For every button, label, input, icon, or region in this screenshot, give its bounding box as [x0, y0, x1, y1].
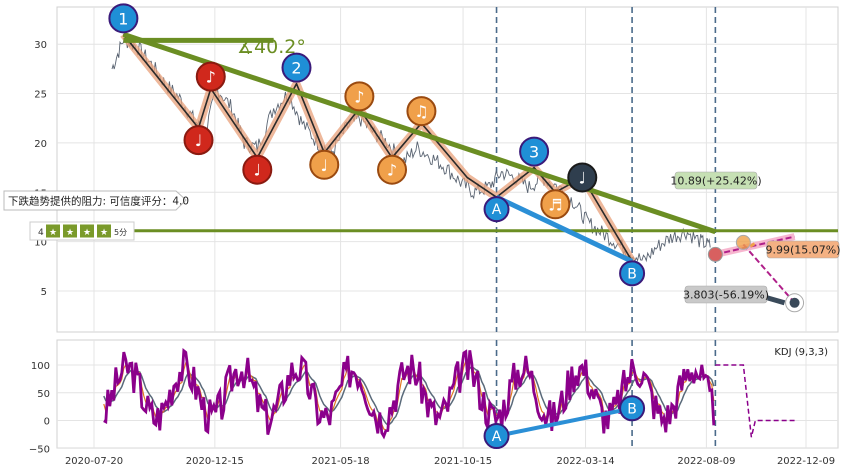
price-panel: 51015202530∡40.2°10.89(+25.42%)9.99(15.0…: [3, 3, 841, 333]
wave-marker-label: 3: [529, 143, 539, 162]
forecast-label-up-box: [674, 171, 758, 190]
x-tick-label: 2022-08-09: [677, 456, 735, 467]
wave-marker-label: ♪: [387, 161, 397, 180]
wave-marker-label: ♪: [206, 68, 216, 87]
x-tick-label: 2021-05-18: [312, 456, 370, 467]
rating-star-icon: [46, 224, 60, 238]
rating-tail: 5分: [114, 228, 127, 237]
wave-marker-label: 2: [291, 59, 301, 78]
forecast-label-up: 10.89(+25.42%): [670, 175, 761, 188]
wave-marker: [183, 125, 214, 156]
rating-star-glyph: ★: [83, 228, 91, 238]
forecast-target-dot: [789, 297, 800, 308]
x-tick-label: 2020-12-15: [186, 456, 244, 467]
kdj-trend-line: [496, 406, 633, 438]
forecast-start-dot: [707, 246, 723, 262]
wave-marker: [519, 136, 550, 167]
kdj-y-tick-label: 0: [44, 417, 50, 428]
kdj-j-line: [103, 348, 716, 440]
wave-marker: [309, 149, 340, 180]
forecast-label-mid: 9.99(15.07%): [765, 244, 840, 257]
kdj-y-tick-label: 50: [37, 389, 50, 400]
wave-marker-label: 1: [118, 9, 128, 28]
kdj-y-tick-label: 100: [31, 361, 50, 372]
annotation-text: 下跌趋势提供的阻力: 可信度评分：4.0: [8, 195, 189, 208]
price-y-tick-label: 25: [34, 90, 47, 101]
price-y-tick-label: 20: [34, 139, 47, 150]
kdj-marker-label: B: [627, 401, 637, 417]
wave-marker-label: B: [627, 266, 637, 282]
support-line: [495, 194, 634, 264]
wave-marker: [344, 81, 375, 112]
forecast-label-mid-box: [766, 240, 840, 259]
forecast-target-ring: [785, 293, 805, 313]
wave-marker: [483, 196, 510, 223]
wave-marker: [108, 3, 139, 34]
price-y-tick-label: 10: [34, 238, 47, 249]
forecast-label-down: 3.803(-56.19%): [683, 289, 769, 302]
wave-marker-label: ♩: [579, 168, 587, 187]
wave-marker: [406, 96, 437, 127]
x-tick-label: 2020-07-20: [65, 456, 123, 467]
kdj-marker: [619, 395, 646, 422]
rating-star-icon: [97, 224, 111, 238]
wave-marker: [619, 260, 646, 287]
kdj-marker-label: A: [492, 429, 502, 445]
annotation-box: [3, 190, 187, 211]
kdj-projection-line: [715, 364, 795, 438]
wave-marker: [242, 154, 273, 185]
wave-marker: [377, 154, 408, 185]
wave-marker: [567, 162, 598, 193]
wave-marker-label: ♩: [254, 161, 262, 180]
forecast-mid-dot: [735, 234, 751, 250]
forecast-line-mid: [749, 242, 756, 248]
rating-score: 4: [38, 228, 44, 238]
angle-label: ∡40.2°: [237, 36, 306, 58]
wave-marker-label: ♪: [354, 87, 364, 106]
price-panel-frame: [56, 6, 839, 333]
kdj-y-tick-label: −50: [29, 444, 50, 455]
x-tick-label: 2022-03-14: [556, 456, 614, 467]
x-tick-label: 2021-10-15: [434, 456, 492, 467]
rating-star-glyph: ★: [100, 228, 108, 238]
forecast-label-down-box: [684, 285, 768, 304]
rating-star-icon: [63, 224, 77, 238]
wave-marker-label: ♩: [195, 131, 203, 150]
kdj-marker: [483, 423, 510, 450]
kdj-panel: 2020-07-20 2020-12-15 2021-05-18 2021-10-15…: [29, 339, 839, 467]
wave-marker: [195, 61, 226, 92]
rating-star-glyph: ★: [66, 228, 74, 238]
wave-marker-label: ♩: [320, 156, 328, 175]
x-tick-label: 2022-12-09: [777, 456, 835, 467]
kdj-legend: KDJ (9,3,3): [774, 347, 828, 358]
forecast-line-upper: [715, 235, 795, 256]
wave-marker-label: ♫: [414, 102, 428, 121]
wave-marker: [540, 189, 571, 220]
wave-marker: [281, 52, 312, 83]
price-y-tick-label: 30: [34, 40, 47, 51]
wave-marker-label: A: [492, 202, 502, 218]
price-y-tick-label: 5: [41, 287, 47, 298]
rating-star-icon: [80, 224, 94, 238]
wave-marker-label: ♬: [548, 195, 562, 214]
rating-star-glyph: ★: [49, 228, 57, 238]
forecast-line-lower: [742, 243, 796, 304]
